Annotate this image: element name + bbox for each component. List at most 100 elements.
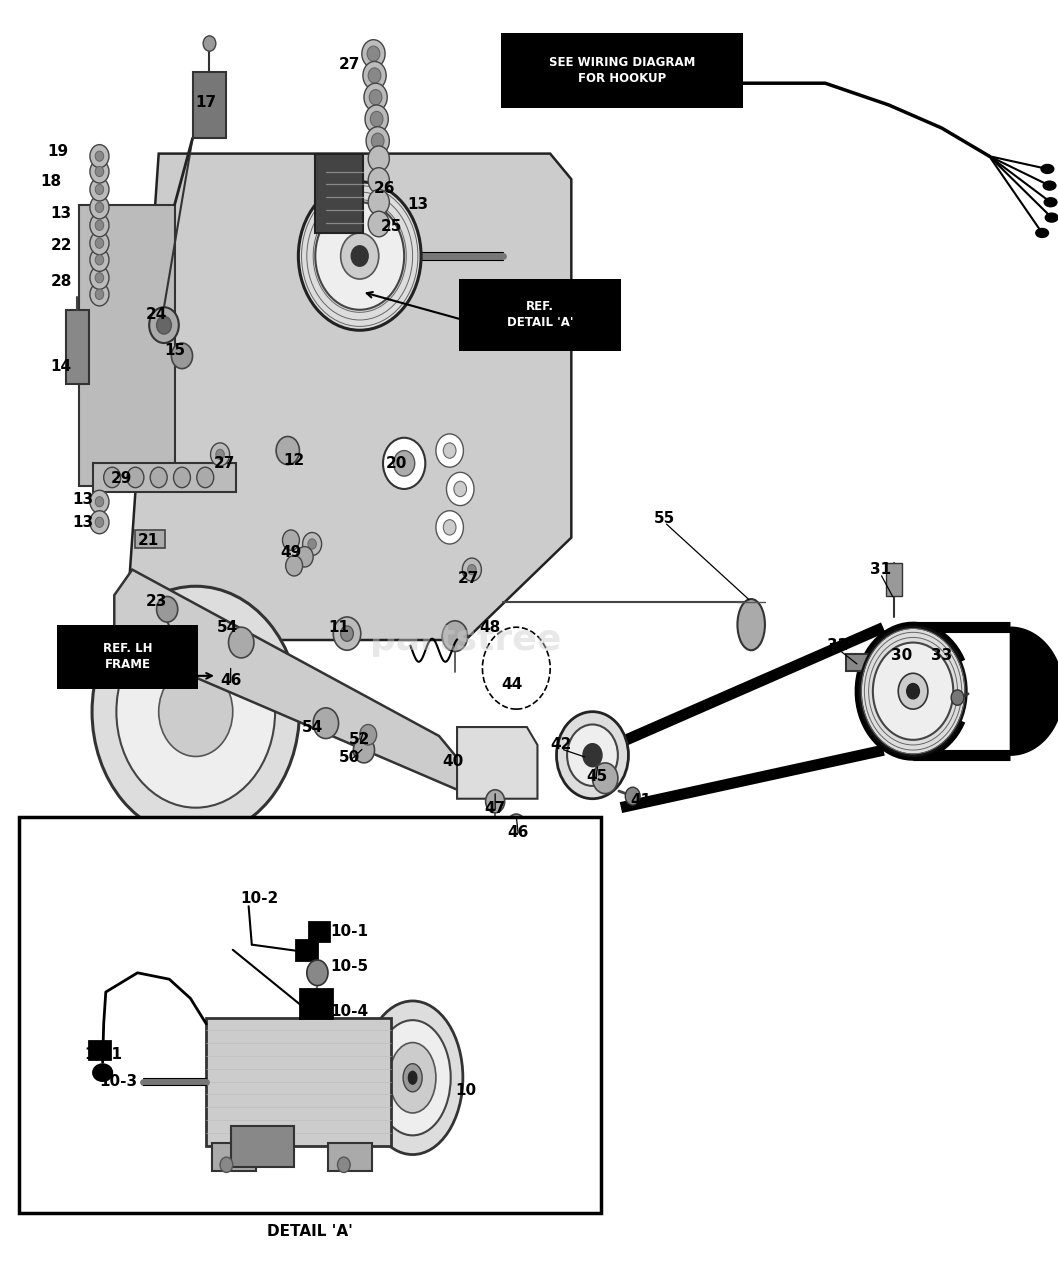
Circle shape	[90, 511, 109, 534]
Bar	[89, 1041, 110, 1059]
Text: SEE WIRING DIAGRAM
FOR HOOKUP: SEE WIRING DIAGRAM FOR HOOKUP	[549, 56, 695, 84]
Circle shape	[367, 46, 380, 61]
Bar	[212, 1143, 256, 1171]
Text: 14: 14	[51, 358, 72, 374]
Text: 12: 12	[284, 453, 305, 468]
Circle shape	[313, 708, 339, 739]
Text: 22: 22	[51, 238, 72, 253]
Circle shape	[333, 617, 361, 650]
Circle shape	[592, 763, 618, 794]
Circle shape	[873, 643, 953, 740]
Text: DETAIL 'A': DETAIL 'A'	[267, 1224, 353, 1239]
Circle shape	[90, 214, 109, 237]
Circle shape	[907, 684, 919, 699]
Circle shape	[353, 737, 375, 763]
Text: 27: 27	[214, 456, 235, 471]
Circle shape	[95, 184, 104, 195]
Text: 46: 46	[508, 824, 529, 840]
Text: REF. LH
FRAME: REF. LH FRAME	[103, 643, 152, 671]
Circle shape	[216, 449, 224, 460]
Ellipse shape	[737, 599, 765, 650]
Polygon shape	[114, 570, 466, 791]
Text: partstree: partstree	[370, 623, 561, 657]
Circle shape	[296, 547, 313, 567]
Circle shape	[338, 1157, 350, 1172]
Circle shape	[95, 220, 104, 230]
Text: 10-1: 10-1	[85, 1047, 123, 1062]
Circle shape	[197, 467, 214, 488]
Text: REF.
DETAIL 'A': REF. DETAIL 'A'	[507, 301, 573, 329]
Circle shape	[436, 434, 463, 467]
Text: 27: 27	[458, 571, 479, 586]
Circle shape	[95, 497, 104, 507]
Circle shape	[90, 266, 109, 289]
Circle shape	[95, 289, 104, 300]
Text: 44: 44	[501, 677, 523, 692]
Text: 10-3: 10-3	[99, 1074, 138, 1089]
Circle shape	[363, 61, 386, 90]
Text: 49: 49	[280, 545, 302, 561]
Bar	[300, 989, 332, 1018]
Text: 28: 28	[51, 274, 72, 289]
Circle shape	[276, 436, 299, 465]
Text: 32: 32	[827, 637, 849, 653]
Ellipse shape	[375, 1020, 451, 1135]
Circle shape	[360, 724, 377, 745]
Circle shape	[557, 712, 628, 799]
Circle shape	[229, 627, 254, 658]
Bar	[206, 1018, 391, 1146]
Text: 23: 23	[146, 594, 167, 609]
Circle shape	[446, 472, 474, 506]
FancyBboxPatch shape	[19, 817, 601, 1213]
Circle shape	[315, 202, 404, 310]
Circle shape	[127, 467, 144, 488]
Bar	[135, 530, 165, 548]
Text: 20: 20	[386, 456, 407, 471]
Circle shape	[368, 68, 381, 83]
Ellipse shape	[1043, 182, 1056, 191]
Text: 10-4: 10-4	[330, 1004, 368, 1019]
Bar	[328, 1143, 372, 1171]
Text: 30: 30	[891, 648, 912, 663]
Bar	[886, 563, 902, 596]
Circle shape	[95, 151, 104, 161]
Circle shape	[442, 621, 468, 652]
Circle shape	[454, 481, 467, 497]
Circle shape	[90, 196, 109, 219]
Text: 13: 13	[51, 206, 72, 221]
Circle shape	[150, 467, 167, 488]
Circle shape	[369, 90, 382, 105]
Text: 13: 13	[407, 197, 428, 212]
Bar	[315, 154, 363, 233]
Circle shape	[157, 316, 171, 334]
Circle shape	[211, 443, 230, 466]
Text: 10-2: 10-2	[240, 891, 278, 906]
Circle shape	[341, 626, 353, 641]
Circle shape	[104, 467, 121, 488]
Bar	[66, 310, 89, 384]
Circle shape	[860, 627, 966, 755]
Polygon shape	[1010, 627, 1058, 755]
Text: 26: 26	[373, 180, 395, 196]
Text: 21: 21	[138, 532, 159, 548]
Text: 50: 50	[339, 750, 360, 765]
Text: 27: 27	[339, 56, 360, 72]
FancyBboxPatch shape	[57, 625, 198, 689]
Circle shape	[171, 343, 193, 369]
Circle shape	[90, 178, 109, 201]
Circle shape	[203, 36, 216, 51]
Circle shape	[95, 166, 104, 177]
Circle shape	[365, 105, 388, 133]
Circle shape	[368, 189, 389, 215]
Circle shape	[90, 145, 109, 168]
Circle shape	[95, 238, 104, 248]
Text: 45: 45	[586, 769, 607, 785]
Text: 29: 29	[111, 471, 132, 486]
Ellipse shape	[93, 1065, 112, 1080]
Circle shape	[157, 596, 178, 622]
Circle shape	[368, 211, 389, 237]
Text: 55: 55	[654, 511, 675, 526]
Circle shape	[298, 182, 421, 330]
Circle shape	[468, 564, 476, 575]
Circle shape	[567, 724, 618, 786]
